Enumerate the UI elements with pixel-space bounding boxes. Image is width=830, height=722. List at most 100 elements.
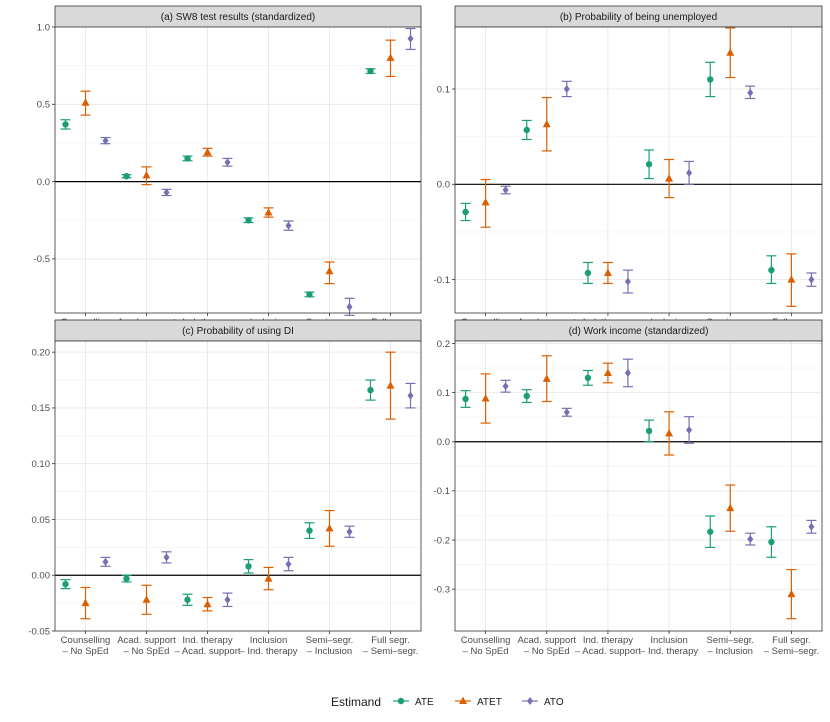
point-ato	[624, 368, 631, 377]
point-ate	[645, 161, 653, 168]
point-ate	[768, 538, 775, 546]
plot-background	[455, 341, 822, 631]
point-ato	[346, 302, 353, 311]
point-atet	[203, 599, 212, 608]
point-ate	[462, 395, 469, 403]
point-ate	[584, 374, 592, 382]
point-ato	[224, 158, 231, 167]
point-ato	[224, 595, 231, 604]
x-tick-label: Semi–segr.– Inclusion	[306, 635, 354, 657]
y-tick-label: 0.2	[437, 339, 450, 350]
y-tick-label: 1.0	[37, 22, 50, 33]
point-ate	[367, 386, 374, 394]
series-ate	[460, 369, 777, 558]
point-atet	[264, 208, 273, 216]
legend-item-ate: ATE	[393, 697, 434, 708]
point-atet	[386, 381, 395, 389]
y-tick-label: 0.10	[32, 459, 51, 470]
point-ato	[502, 186, 509, 195]
y-tick-label: 0.05	[32, 515, 51, 526]
point-ate	[245, 563, 252, 570]
legend-item-ato: ATO	[522, 697, 564, 708]
point-atet	[665, 174, 674, 182]
point-ato	[285, 560, 292, 569]
x-tick-label: Inclusion– Ind. therapy	[640, 635, 698, 657]
x-tick-label: Ind. therapy– Acad. support	[575, 635, 641, 657]
point-atet	[787, 275, 796, 283]
y-tick-label: -0.05	[28, 626, 50, 637]
point-ate	[123, 575, 130, 582]
y-tick-label: 0.0	[437, 437, 450, 448]
y-tick-label: 0.1	[437, 388, 450, 399]
series-atet	[80, 39, 396, 285]
point-ato	[285, 221, 292, 230]
point-ato	[102, 136, 109, 145]
legend-label: ATET	[477, 697, 502, 708]
point-ato	[624, 277, 631, 286]
series-atet	[80, 351, 396, 620]
point-ate	[184, 596, 191, 603]
point-ato	[686, 168, 693, 177]
panel-border	[54, 26, 422, 314]
plot-background	[455, 27, 822, 313]
series-ate	[460, 61, 777, 285]
legend-title: Estimand	[331, 695, 381, 709]
point-ato	[747, 535, 754, 544]
point-ato	[686, 425, 693, 434]
y-tick-label: 0.1	[437, 84, 450, 95]
panel-border	[454, 340, 823, 632]
panel-title: (d) Work income (standardized)	[569, 326, 709, 337]
legend-key-ato	[527, 697, 533, 705]
series-ate	[60, 379, 376, 606]
series-atet	[480, 27, 797, 307]
point-atet	[142, 595, 151, 603]
panel-title: (c) Probability of using DI	[182, 326, 294, 337]
legend-label: ATO	[544, 697, 564, 708]
legend-key-ate	[397, 697, 405, 705]
panel-border	[54, 340, 422, 632]
point-atet	[142, 171, 151, 179]
panel-c: (c) Probability of using DI -0.05 0.00 0.05…	[28, 319, 422, 657]
legend-key-atet	[459, 696, 467, 704]
y-tick-label: 0.15	[32, 403, 51, 414]
point-ato	[407, 34, 414, 43]
panel-d: (d) Work income (standardized) -0.3 -0.2 -0…	[434, 319, 823, 657]
y-tick-label: -0.5	[34, 254, 50, 265]
point-ato	[346, 527, 353, 536]
point-ate	[367, 67, 374, 75]
x-tick-label: Counselling– No SpEd	[61, 635, 111, 657]
point-atet	[325, 266, 334, 275]
point-ate	[62, 121, 69, 128]
x-tick-label: Full segr.– Semi–segr.	[764, 635, 819, 657]
point-ate	[707, 528, 714, 535]
point-ato	[163, 188, 170, 197]
point-ate	[245, 217, 252, 224]
point-ato	[102, 557, 109, 566]
legend-item-atet: ATET	[455, 696, 502, 708]
point-atet	[481, 198, 490, 206]
y-tick-label: -0.1	[434, 275, 450, 286]
point-atet	[203, 147, 212, 156]
point-atet	[481, 394, 490, 402]
point-ate	[123, 172, 130, 180]
point-ate	[768, 266, 775, 274]
point-atet	[325, 523, 334, 532]
point-ate	[645, 427, 653, 435]
series-ate	[60, 67, 376, 298]
point-atet	[665, 429, 674, 437]
y-tick-label: 0.00	[32, 571, 51, 582]
y-tick-label: -0.3	[434, 585, 450, 596]
x-tick-label: Semi–segr.– Inclusion	[706, 635, 754, 657]
point-atet	[264, 574, 273, 582]
point-ate	[707, 76, 714, 83]
point-ato	[502, 382, 509, 391]
point-atet	[542, 374, 551, 382]
point-ato	[747, 88, 754, 97]
y-tick-label: -0.1	[434, 486, 450, 497]
point-ate	[306, 291, 313, 298]
x-tick-label: Ind. therapy– Acad. support	[174, 635, 240, 657]
point-ato	[163, 553, 170, 562]
point-atet	[603, 268, 612, 276]
point-atet	[386, 53, 395, 61]
panel-border	[454, 26, 823, 314]
